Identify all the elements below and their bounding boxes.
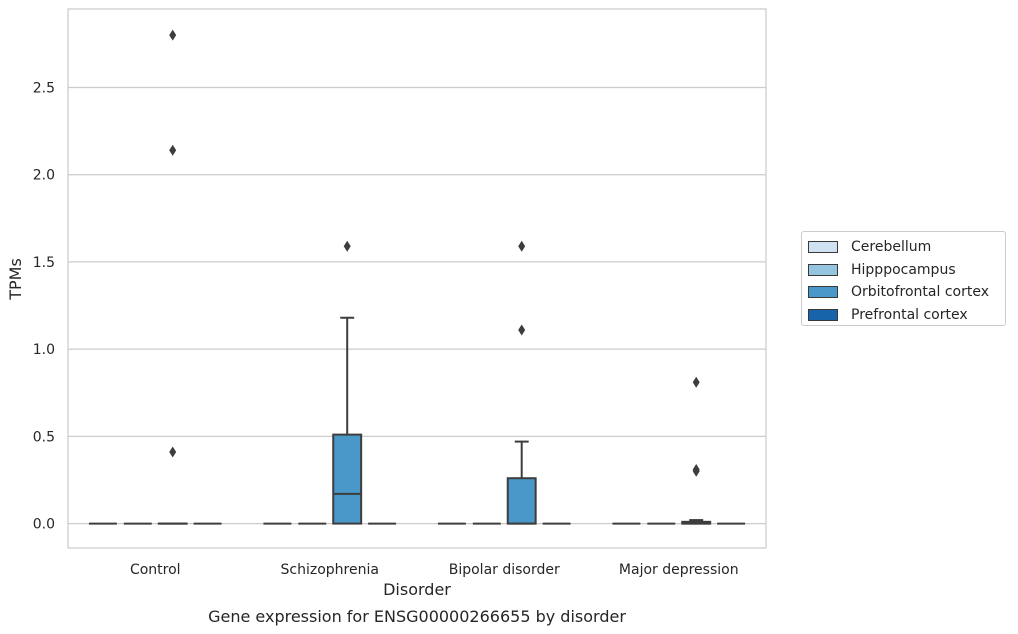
outlier-point: [692, 376, 700, 388]
legend-item: Cerebellum: [808, 236, 1005, 259]
legend-item: Hipppocampus: [808, 259, 1005, 282]
legend-swatch: [808, 263, 838, 276]
box-group: [157, 29, 188, 525]
outlier-point: [518, 240, 526, 252]
x-axis-label: Disorder: [383, 580, 451, 599]
legend: Cerebellum Hipppocampus Orbitofrontal cort…: [801, 231, 1006, 326]
legend-swatch: [808, 286, 838, 299]
box-iqr: [506, 477, 537, 525]
chart-marks: [88, 29, 746, 525]
x-tick-label: Major depression: [619, 562, 739, 578]
y-tick-label: 2.5: [33, 80, 55, 96]
x-tick-label: Control: [130, 562, 181, 578]
x-tick-label: Schizophrenia: [281, 562, 379, 578]
outlier-point: [169, 446, 177, 458]
y-tick-label: 1.5: [33, 255, 55, 271]
outlier-point: [692, 464, 700, 476]
legend-item: Prefrontal cortex: [808, 304, 1005, 327]
chart-title: Gene expression for ENSG00000266655 by d…: [208, 607, 626, 626]
outlier-point: [169, 144, 177, 156]
box-group: [506, 240, 537, 525]
y-tick-label: 1.0: [33, 342, 55, 358]
box-group: [681, 376, 712, 525]
legend-item: Orbitofrontal cortex: [808, 281, 1005, 304]
y-tick-labels: 0.0 0.5 1.0 1.5 2.0 2.5: [33, 80, 55, 532]
box-iqr: [332, 433, 363, 525]
outlier-point: [169, 29, 177, 41]
y-tick-label: 2.0: [33, 168, 55, 184]
legend-label: Cerebellum: [851, 239, 932, 256]
legend-label: Orbitofrontal cortex: [851, 284, 989, 301]
outlier-point: [343, 240, 351, 252]
y-tick-label: 0.5: [33, 429, 55, 445]
outlier-point: [518, 324, 526, 336]
box-group: [332, 240, 363, 525]
legend-swatch: [808, 241, 838, 254]
y-tick-label: 0.0: [33, 517, 55, 533]
legend-swatch: [808, 308, 838, 321]
x-tick-labels: Control Schizophrenia Bipolar disorder Majo…: [130, 562, 739, 578]
legend-label: Prefrontal cortex: [851, 306, 968, 323]
y-axis-label: TPMs: [6, 258, 25, 301]
legend-label: Hipppocampus: [851, 261, 956, 278]
x-tick-label: Bipolar disorder: [449, 562, 560, 578]
plot-area-frame: [67, 8, 767, 549]
